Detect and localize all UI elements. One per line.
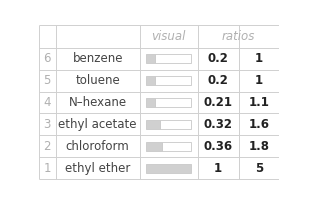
Text: N–hexane: N–hexane <box>69 96 127 109</box>
Text: 1: 1 <box>214 162 222 175</box>
Text: 0.36: 0.36 <box>204 140 233 153</box>
Bar <box>162 142 191 151</box>
Text: 3: 3 <box>44 118 51 131</box>
Text: 1: 1 <box>255 52 263 65</box>
Text: 1: 1 <box>43 162 51 175</box>
Text: ratios: ratios <box>222 30 255 43</box>
Text: 2: 2 <box>43 140 51 153</box>
Text: toluene: toluene <box>75 74 120 87</box>
Bar <box>155 98 192 107</box>
Text: 5: 5 <box>255 162 263 175</box>
Bar <box>146 142 162 151</box>
Bar <box>146 164 191 173</box>
Text: 1: 1 <box>255 74 263 87</box>
Text: 5: 5 <box>44 74 51 87</box>
Text: 0.21: 0.21 <box>204 96 233 109</box>
Text: 0.2: 0.2 <box>208 52 228 65</box>
Text: benzene: benzene <box>73 52 123 65</box>
Text: 0.2: 0.2 <box>208 74 228 87</box>
Text: ethyl acetate: ethyl acetate <box>58 118 137 131</box>
Text: 1.8: 1.8 <box>248 140 269 153</box>
Text: 0.32: 0.32 <box>204 118 233 131</box>
Bar <box>146 120 160 129</box>
Bar <box>160 120 192 129</box>
Text: 4: 4 <box>43 96 51 109</box>
Bar <box>146 76 155 85</box>
Text: 6: 6 <box>43 52 51 65</box>
Bar <box>146 98 155 107</box>
Text: visual: visual <box>151 30 186 43</box>
Text: chloroform: chloroform <box>66 140 130 153</box>
Text: 1.6: 1.6 <box>248 118 269 131</box>
Bar <box>146 54 155 63</box>
Text: ethyl ether: ethyl ether <box>65 162 130 175</box>
Text: 1.1: 1.1 <box>248 96 269 109</box>
Bar <box>155 76 192 85</box>
Bar <box>155 54 192 63</box>
